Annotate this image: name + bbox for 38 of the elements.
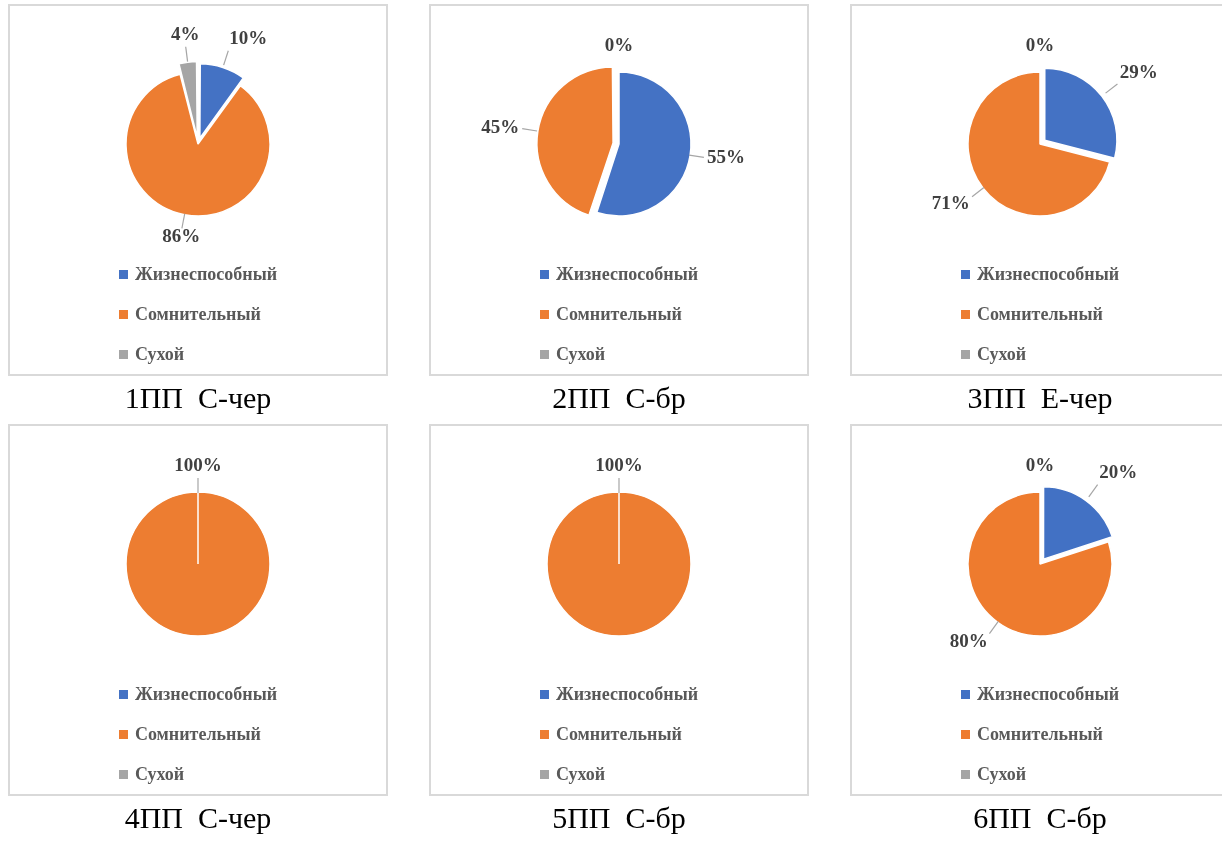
legend-label: Жизнеспособный — [134, 683, 278, 705]
legend-label: Сомнительный — [555, 723, 682, 745]
legend-label: Сомнительный — [976, 303, 1103, 325]
data-label: 55% — [706, 145, 745, 167]
data-label: 45% — [481, 116, 520, 138]
legend-label: Сухой — [976, 343, 1027, 365]
data-label: 80% — [949, 629, 988, 651]
legend-label: Жизнеспособный — [976, 263, 1120, 285]
legend-label: Жизнеспособный — [976, 683, 1120, 705]
data-label: 10% — [229, 26, 268, 48]
data-label: 86% — [162, 225, 201, 247]
text: 4ПП С-чер — [123, 800, 273, 836]
data-label: 71% — [931, 192, 970, 214]
legend-label: Сухой — [976, 763, 1027, 785]
data-label: 100% — [174, 453, 222, 475]
text: 0% — [1025, 453, 1055, 475]
data-label: 29% — [1119, 61, 1158, 82]
data-label: 4% — [171, 22, 200, 44]
text: 0% — [604, 33, 634, 55]
legend-label: Сухой — [134, 763, 185, 785]
text: 2ПП С-бр — [551, 380, 687, 416]
data-label: 20% — [1099, 461, 1138, 483]
legend-label: Жизнеспособный — [555, 263, 699, 285]
legend-label: Сомнительный — [134, 303, 261, 325]
legend-label: Сомнительный — [134, 723, 261, 745]
legend-label: Сухой — [555, 763, 606, 785]
legend-label: Сомнительный — [976, 723, 1103, 745]
data-label: 100% — [595, 453, 643, 475]
text: 5ПП С-бр — [551, 800, 687, 836]
text: 0% — [1025, 33, 1055, 55]
text: 1ПП С-чер — [123, 380, 273, 416]
text: 3ПП Е-чер — [966, 380, 1114, 416]
legend-label: Сухой — [134, 343, 185, 365]
legend-label: Сомнительный — [555, 303, 682, 325]
legend-label: Сухой — [555, 343, 606, 365]
legend-label: Жизнеспособный — [134, 263, 278, 285]
text: 6ПП С-бр — [972, 800, 1108, 836]
legend-label: Жизнеспособный — [555, 683, 699, 705]
